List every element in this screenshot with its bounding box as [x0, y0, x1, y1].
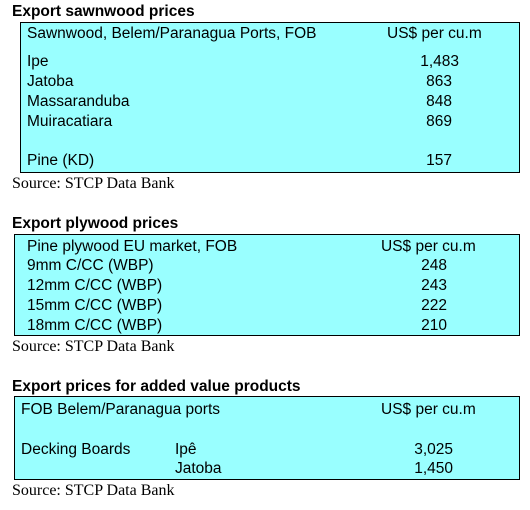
- table-row-name: Muiracatiara: [27, 113, 113, 130]
- sawnwood-title: Export sawnwood prices: [12, 3, 195, 20]
- table-row-name: Pine (KD): [27, 152, 95, 169]
- table-row-name: Massaranduba: [27, 93, 130, 110]
- product-label: Decking Boards: [21, 441, 131, 458]
- table-row-value: 3,025: [414, 441, 453, 458]
- table-row-name: 9mm C/CC (WBP): [27, 257, 154, 274]
- table-row-value: 1,450: [414, 460, 453, 477]
- sawnwood-header-label: Sawnwood, Belem/Paranagua Ports, FOB: [27, 25, 317, 42]
- sawnwood-source: Source: STCP Data Bank: [12, 175, 175, 192]
- table-row-value: 222: [421, 297, 447, 314]
- table-row-name: Ipe: [27, 53, 49, 70]
- added-value-title: Export prices for added value products: [12, 378, 301, 395]
- plywood-title: Export plywood prices: [12, 215, 179, 232]
- table-row-name: 15mm C/CC (WBP): [27, 297, 163, 314]
- added-value-source: Source: STCP Data Bank: [12, 482, 175, 499]
- added-value-header-label: FOB Belem/Paranagua ports: [21, 401, 221, 418]
- table-row-value: 848: [426, 93, 452, 110]
- plywood-header-unit: US$ per cu.m: [381, 238, 476, 255]
- table-row-name: Jatoba: [27, 73, 74, 90]
- table-row-value: 210: [421, 317, 447, 334]
- table-row-name: 18mm C/CC (WBP): [27, 317, 163, 334]
- sawnwood-header-unit: US$ per cu.m: [387, 25, 482, 42]
- table-row-value: 243: [421, 277, 447, 294]
- table-row-name: Ipê: [175, 441, 197, 458]
- table-row-value: 863: [426, 73, 452, 90]
- plywood-table: Pine plywood EU market, FOB US$ per cu.m…: [14, 234, 520, 336]
- table-row-value: 248: [421, 257, 447, 274]
- plywood-source: Source: STCP Data Bank: [12, 338, 175, 355]
- added-value-table: FOB Belem/Paranagua ports US$ per cu.m D…: [14, 396, 520, 480]
- table-row-name: 12mm C/CC (WBP): [27, 277, 163, 294]
- sawnwood-table: Sawnwood, Belem/Paranagua Ports, FOB US$…: [20, 22, 520, 173]
- plywood-header-label: Pine plywood EU market, FOB: [27, 238, 238, 255]
- added-value-header-unit: US$ per cu.m: [381, 401, 476, 418]
- table-row-value: 1,483: [420, 53, 459, 70]
- table-row-value: 869: [426, 113, 452, 130]
- table-row-value: 157: [426, 152, 452, 169]
- table-row-name: Jatoba: [175, 460, 222, 477]
